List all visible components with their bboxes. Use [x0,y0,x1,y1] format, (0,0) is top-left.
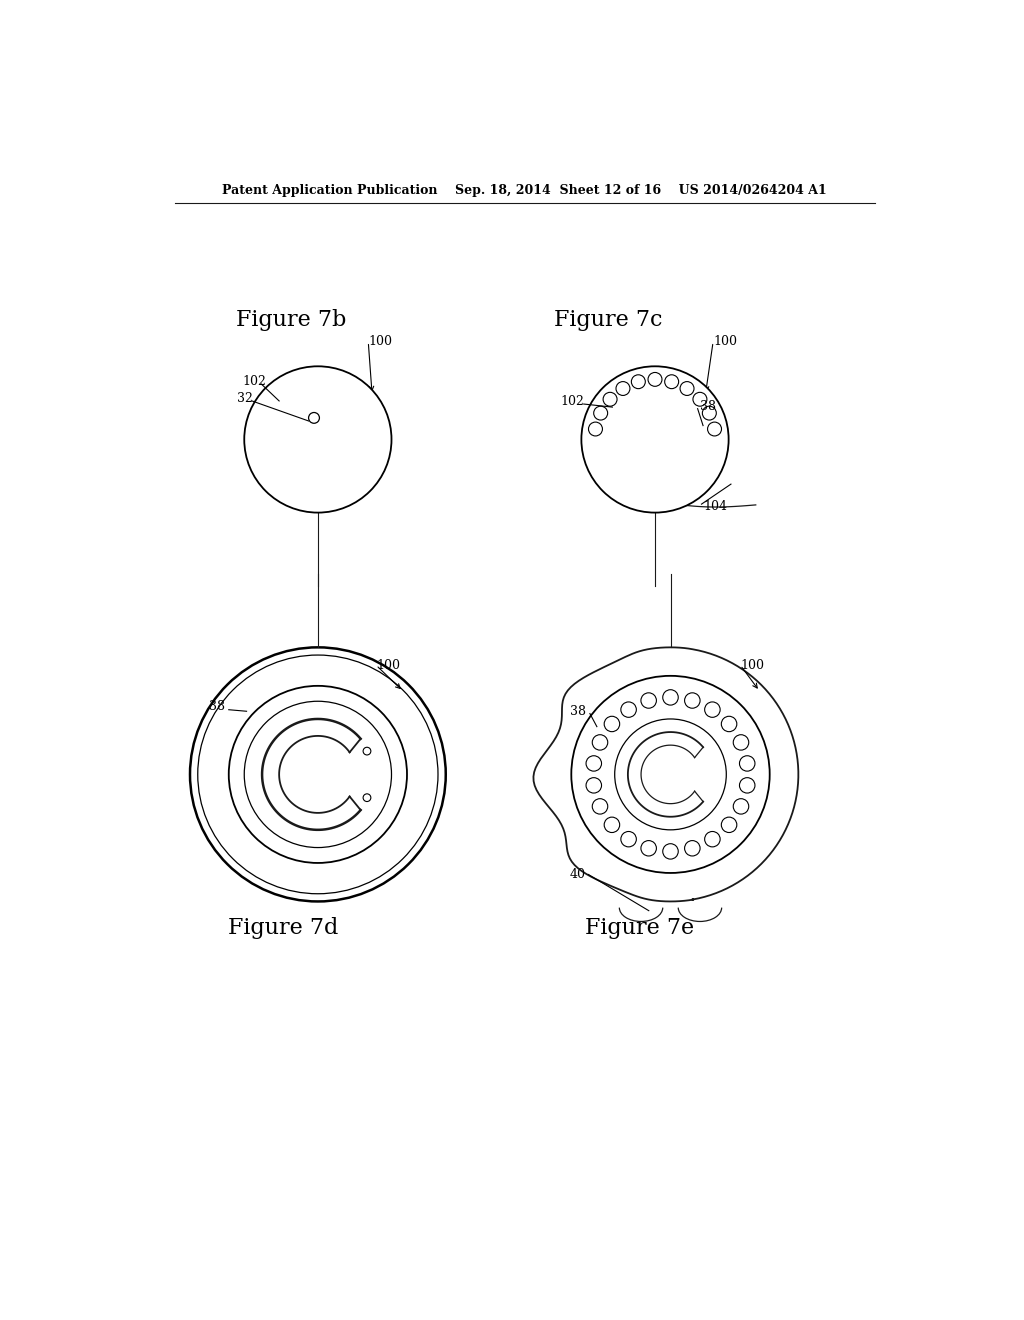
Text: 38: 38 [209,700,225,713]
Circle shape [586,756,601,771]
Circle shape [582,367,729,512]
Circle shape [739,756,755,771]
Circle shape [685,693,700,709]
Circle shape [604,817,620,833]
Circle shape [364,747,371,755]
Circle shape [702,407,717,420]
Text: 102: 102 [243,375,266,388]
Circle shape [641,693,656,709]
Text: Figure 7c: Figure 7c [554,309,663,331]
Text: 40: 40 [569,869,586,880]
Circle shape [603,392,617,407]
Circle shape [708,422,722,436]
Circle shape [621,702,636,717]
Circle shape [721,717,737,731]
Circle shape [663,843,678,859]
Text: Figure 7b: Figure 7b [236,309,346,331]
Text: 38: 38 [569,705,586,718]
Text: 100: 100 [740,659,764,672]
Circle shape [721,817,737,833]
Text: Figure 7d: Figure 7d [227,917,338,940]
Circle shape [190,647,445,902]
Circle shape [245,367,391,512]
Text: 102: 102 [560,395,585,408]
Circle shape [364,793,371,801]
Circle shape [641,841,656,855]
Circle shape [665,375,679,388]
Circle shape [733,799,749,814]
Circle shape [663,689,678,705]
Circle shape [586,777,601,793]
Circle shape [604,717,620,731]
Text: 104: 104 [703,500,727,513]
Text: 100: 100 [369,335,392,348]
Circle shape [733,735,749,750]
Circle shape [680,381,694,396]
Circle shape [594,407,607,420]
Text: 32: 32 [237,392,252,405]
Text: 38: 38 [700,400,716,413]
Circle shape [308,413,319,424]
Circle shape [589,422,602,436]
Circle shape [685,841,700,855]
Text: Patent Application Publication    Sep. 18, 2014  Sheet 12 of 16    US 2014/02642: Patent Application Publication Sep. 18, … [222,185,827,197]
Text: Figure 7e: Figure 7e [585,917,694,940]
Circle shape [693,392,707,407]
Text: 100: 100 [376,659,400,672]
Circle shape [616,381,630,396]
Circle shape [739,777,755,793]
Circle shape [592,735,608,750]
Circle shape [705,702,720,717]
Circle shape [705,832,720,847]
Text: 100: 100 [713,335,737,348]
Circle shape [648,372,662,387]
Circle shape [632,375,645,388]
Circle shape [621,832,636,847]
Circle shape [592,799,608,814]
